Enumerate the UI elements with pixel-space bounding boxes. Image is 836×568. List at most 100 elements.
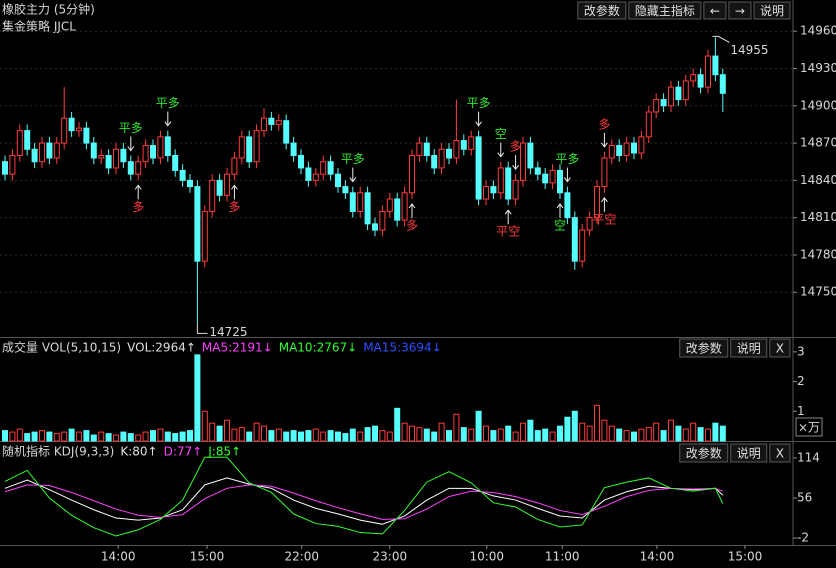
button-label[interactable]: 说明 bbox=[737, 341, 761, 356]
candle-body bbox=[172, 155, 179, 171]
candle-body bbox=[483, 186, 489, 200]
volume-bar bbox=[564, 416, 571, 442]
volume-bar bbox=[586, 425, 593, 442]
button-label[interactable]: 改参数 bbox=[686, 446, 722, 461]
volume-bar bbox=[631, 431, 637, 442]
volume-bar bbox=[164, 431, 171, 442]
button[interactable]: X bbox=[769, 338, 791, 358]
button-label[interactable]: 说明 bbox=[737, 446, 761, 461]
volume-bar bbox=[505, 425, 512, 442]
button-frame[interactable] bbox=[753, 1, 791, 20]
low-pointer bbox=[196, 323, 208, 334]
kdj-line bbox=[4, 477, 724, 525]
button[interactable]: 改参数 bbox=[679, 338, 729, 358]
button-label[interactable]: ← bbox=[710, 4, 720, 18]
button-label[interactable]: 改参数 bbox=[686, 341, 722, 356]
candle-body bbox=[557, 169, 563, 194]
volume-bar bbox=[305, 430, 312, 442]
volume-bar bbox=[201, 410, 208, 442]
panel-title: 成交量 VOL(5,10,15) bbox=[2, 340, 121, 355]
button-frame[interactable] bbox=[703, 1, 727, 20]
candle-body bbox=[113, 148, 119, 169]
y-tick-label: 14930 bbox=[800, 61, 836, 75]
button-label[interactable]: X bbox=[776, 447, 784, 461]
button[interactable]: ← bbox=[703, 1, 727, 20]
candle-body bbox=[446, 148, 452, 159]
button-label[interactable]: 隐藏主指标 bbox=[635, 3, 695, 18]
indicator-reading: MA10:2767↓ bbox=[279, 341, 357, 355]
candle-body bbox=[24, 130, 31, 150]
button-label[interactable]: 说明 bbox=[760, 3, 784, 18]
volume-bar bbox=[623, 430, 630, 442]
button-frame[interactable] bbox=[728, 1, 752, 20]
button-frame[interactable] bbox=[628, 1, 702, 20]
volume-bar bbox=[113, 434, 119, 442]
volume-bar bbox=[490, 430, 497, 442]
volume-bar bbox=[194, 354, 201, 442]
signal-label: 平多 bbox=[555, 152, 579, 166]
volume-bar bbox=[571, 410, 578, 442]
candle-body bbox=[475, 136, 482, 200]
candle-body bbox=[261, 117, 267, 132]
candle-body bbox=[127, 161, 134, 175]
candle-body bbox=[142, 145, 149, 163]
x-tick-label: 22:00 bbox=[284, 550, 319, 564]
button[interactable]: 改参数 bbox=[577, 1, 627, 20]
volume-bar bbox=[283, 431, 290, 442]
volume-bar bbox=[416, 427, 423, 442]
button-frame[interactable] bbox=[769, 443, 791, 463]
x-tick-label: 15:00 bbox=[728, 550, 763, 564]
volume-bar bbox=[594, 404, 600, 442]
volume-bar bbox=[172, 433, 179, 442]
button-frame[interactable] bbox=[730, 443, 768, 463]
volume-bar bbox=[608, 425, 615, 442]
volume-bar bbox=[253, 422, 260, 442]
candle-body bbox=[594, 186, 600, 219]
volume-bar bbox=[261, 425, 267, 442]
button[interactable]: 说明 bbox=[753, 1, 791, 20]
volume-bar bbox=[120, 431, 127, 442]
button-frame[interactable] bbox=[577, 1, 627, 20]
candle-body bbox=[682, 80, 689, 101]
candle-body bbox=[631, 142, 637, 154]
candle-body bbox=[586, 217, 593, 231]
volume-bar bbox=[668, 419, 674, 442]
button-label[interactable]: → bbox=[735, 4, 745, 18]
button[interactable]: 说明 bbox=[730, 443, 768, 463]
candle-body bbox=[157, 136, 164, 159]
candle-body bbox=[490, 186, 497, 194]
button-label[interactable]: X bbox=[776, 342, 784, 356]
button-label[interactable]: 改参数 bbox=[584, 3, 620, 18]
button[interactable]: 隐藏主指标 bbox=[628, 1, 702, 20]
x-tick-label: 10:00 bbox=[469, 550, 504, 564]
signal-label: 平空 bbox=[496, 225, 520, 239]
volume-bar bbox=[83, 430, 90, 442]
volume-bar bbox=[638, 428, 645, 442]
panel-title: 随机指标 KDJ(9,3,3) bbox=[2, 444, 114, 459]
volume-bar bbox=[423, 428, 430, 442]
volume-bar bbox=[268, 430, 275, 442]
volume-bar bbox=[446, 430, 452, 442]
volume-bar bbox=[9, 431, 16, 442]
candle-body bbox=[238, 136, 245, 159]
candle-body bbox=[283, 120, 290, 144]
button[interactable]: X bbox=[769, 443, 791, 463]
candle-body bbox=[623, 142, 630, 157]
button-frame[interactable] bbox=[730, 338, 768, 358]
signal-arrow-head bbox=[504, 209, 512, 215]
button[interactable]: → bbox=[728, 1, 752, 20]
candle-body bbox=[9, 155, 16, 175]
button-frame[interactable] bbox=[679, 338, 729, 358]
y-tick-label: -2 bbox=[797, 531, 809, 545]
signal-label: 空 bbox=[495, 127, 507, 141]
kdj-line bbox=[4, 484, 723, 520]
unit-label: ×万 bbox=[798, 421, 820, 435]
button-frame[interactable] bbox=[679, 443, 729, 463]
button[interactable]: 改参数 bbox=[679, 443, 729, 463]
candle-body bbox=[675, 86, 682, 101]
button-frame[interactable] bbox=[769, 338, 791, 358]
volume-bar bbox=[216, 425, 223, 442]
button[interactable]: 说明 bbox=[730, 338, 768, 358]
volume-bar bbox=[349, 428, 356, 442]
candle-body bbox=[194, 186, 201, 262]
